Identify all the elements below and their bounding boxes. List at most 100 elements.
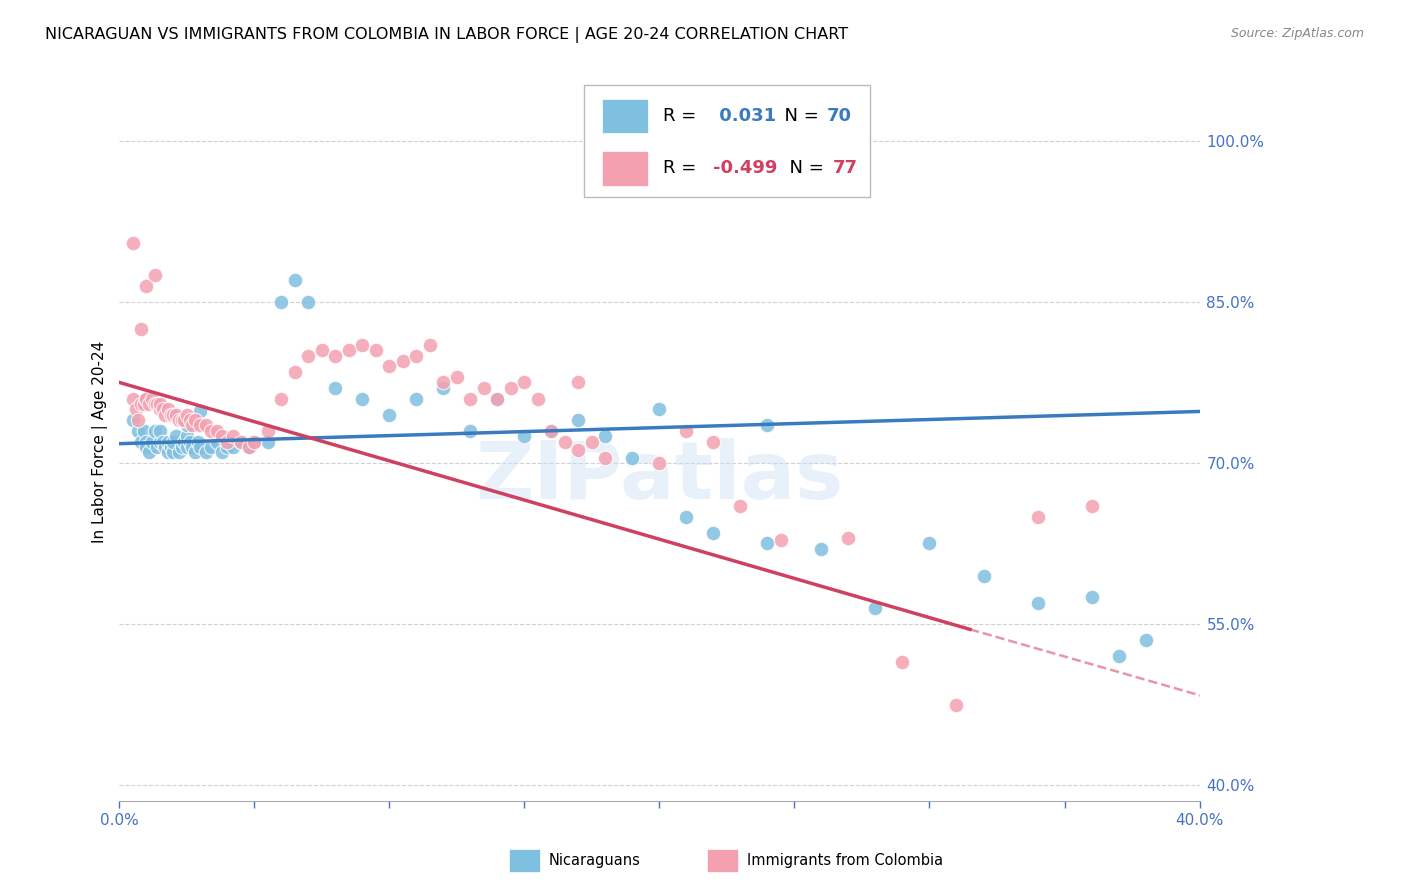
Point [325, 349, 347, 363]
Point [364, 343, 387, 358]
Point [184, 445, 207, 459]
Point [581, 434, 603, 449]
Point [176, 408, 198, 422]
Point [167, 445, 190, 459]
Point [143, 268, 166, 282]
Point [162, 445, 184, 459]
Point [499, 381, 522, 395]
Point [1108, 649, 1130, 664]
Point [165, 408, 187, 422]
Point [810, 541, 832, 556]
Point [205, 424, 228, 438]
Point [297, 349, 319, 363]
Point [1080, 590, 1102, 604]
Point [167, 413, 190, 427]
Point [621, 450, 644, 465]
Point [127, 413, 149, 427]
Point [257, 424, 280, 438]
Point [211, 445, 233, 459]
Point [129, 434, 152, 449]
Point [152, 434, 174, 449]
Point [352, 338, 374, 352]
Point [378, 359, 401, 374]
Point [486, 392, 509, 406]
Point [194, 445, 217, 459]
Point [159, 440, 181, 454]
Point [149, 424, 172, 438]
Point [162, 408, 184, 422]
Point [472, 381, 495, 395]
Point [143, 397, 166, 411]
Text: ZIPatlas: ZIPatlas [475, 439, 844, 516]
Text: N =: N = [773, 107, 824, 125]
Point [702, 434, 724, 449]
Point [243, 434, 266, 449]
Point [141, 392, 163, 406]
Point [527, 392, 550, 406]
Point [190, 418, 212, 433]
Text: NICARAGUAN VS IMMIGRANTS FROM COLOMBIA IN LABOR FORCE | AGE 20-24 CORRELATION CH: NICARAGUAN VS IMMIGRANTS FROM COLOMBIA I… [45, 27, 848, 43]
Point [157, 402, 180, 417]
Point [769, 533, 792, 548]
Point [243, 434, 266, 449]
Point [173, 413, 195, 427]
Point [135, 440, 157, 454]
Text: Nicaraguans: Nicaraguans [548, 854, 640, 868]
Point [325, 381, 347, 395]
Point [405, 349, 427, 363]
Point [155, 440, 177, 454]
Point [891, 655, 914, 669]
Point [162, 434, 184, 449]
Point [1135, 633, 1157, 648]
Point [181, 418, 204, 433]
Point [222, 429, 245, 443]
Text: 77: 77 [832, 160, 858, 178]
Point [567, 413, 589, 427]
Point [567, 376, 589, 390]
Point [194, 418, 217, 433]
Point [945, 698, 967, 712]
Point [179, 434, 201, 449]
Point [217, 440, 239, 454]
Point [217, 434, 239, 449]
Point [135, 392, 157, 406]
Point [176, 440, 198, 454]
Bar [602, 99, 648, 134]
Point [311, 343, 333, 358]
Point [122, 235, 145, 250]
Point [211, 429, 233, 443]
Point [352, 392, 374, 406]
Point [648, 402, 671, 417]
Point [554, 434, 576, 449]
Point [229, 434, 252, 449]
Text: R =: R = [662, 160, 702, 178]
Point [146, 440, 169, 454]
Point [284, 365, 307, 379]
Point [1026, 595, 1049, 609]
Text: R =: R = [662, 107, 702, 125]
FancyBboxPatch shape [583, 86, 870, 197]
Point [129, 322, 152, 336]
Point [730, 499, 752, 513]
Bar [602, 151, 648, 186]
Point [238, 440, 260, 454]
Point [378, 408, 401, 422]
Point [138, 397, 160, 411]
Point [149, 434, 172, 449]
Point [756, 536, 779, 550]
Point [190, 404, 212, 418]
Point [129, 397, 152, 411]
Point [756, 418, 779, 433]
Point [127, 424, 149, 438]
Point [513, 376, 536, 390]
Point [284, 273, 307, 287]
Point [141, 434, 163, 449]
Point [702, 525, 724, 540]
Point [176, 429, 198, 443]
Point [270, 295, 292, 310]
Point [176, 418, 198, 433]
Point [675, 424, 697, 438]
Point [229, 434, 252, 449]
Point [392, 354, 415, 368]
Point [149, 402, 172, 417]
